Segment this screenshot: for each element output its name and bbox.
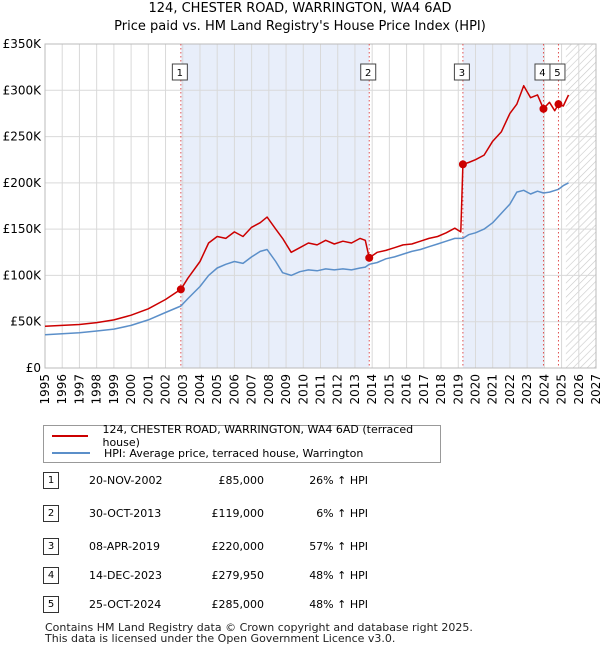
sale-point <box>176 285 185 294</box>
x-tick-label: 2012 <box>331 374 345 405</box>
x-tick-label: 2023 <box>520 374 534 405</box>
transaction-price: £285,000 <box>211 598 265 611</box>
y-tick-label: £50K <box>10 315 42 329</box>
sale-point <box>458 160 467 169</box>
x-tick-label: 1998 <box>90 374 104 405</box>
y-tick-label: £200K <box>3 176 43 190</box>
sale-label-text: 4 <box>539 68 545 79</box>
x-tick-label: 2014 <box>365 374 379 405</box>
sale-point <box>539 104 548 113</box>
transaction-hpi: 6% ↑ HPI <box>316 507 368 520</box>
transaction-number: 3 <box>43 538 59 555</box>
transaction-price: £279,950 <box>211 569 265 582</box>
x-tick-label: 2021 <box>486 374 500 405</box>
table-row: 1 20-NOV-2002 £85,000 26% ↑ HPI <box>43 470 563 490</box>
sale-point <box>554 100 563 109</box>
legend-swatch-hpi <box>52 452 90 454</box>
x-tick-label: 2013 <box>348 374 362 405</box>
y-tick-label: £300K <box>3 83 43 97</box>
legend-label-hpi: HPI: Average price, terraced house, Warr… <box>104 446 364 460</box>
transaction-date: 30-OCT-2013 <box>89 507 162 520</box>
x-tick-label: 1997 <box>72 374 86 405</box>
x-tick-label: 2025 <box>555 374 569 405</box>
y-tick-label: £0 <box>26 361 41 375</box>
transaction-number: 4 <box>43 567 59 584</box>
x-tick-label: 2026 <box>572 374 586 405</box>
x-tick-label: 2027 <box>589 374 600 405</box>
x-tick-label: 2003 <box>176 374 190 405</box>
table-row: 3 08-APR-2019 £220,000 57% ↑ HPI <box>43 536 563 556</box>
x-tick-label: 2018 <box>434 374 448 405</box>
chart-legend: 124, CHESTER ROAD, WARRINGTON, WA4 6AD (… <box>43 423 441 463</box>
transaction-hpi: 57% ↑ HPI <box>309 540 368 553</box>
transaction-date: 20-NOV-2002 <box>89 474 163 487</box>
transaction-date: 08-APR-2019 <box>89 540 161 553</box>
transaction-date: 25-OCT-2024 <box>89 598 162 611</box>
x-tick-label: 1996 <box>55 374 69 405</box>
x-tick-label: 2010 <box>296 374 310 405</box>
table-row: 2 30-OCT-2013 £119,000 6% ↑ HPI <box>43 503 563 523</box>
sale-point <box>365 253 374 262</box>
sale-label-text: 2 <box>365 68 371 79</box>
x-tick-label: 1995 <box>38 374 52 405</box>
sale-label-box <box>171 63 188 81</box>
transaction-price: £85,000 <box>218 474 265 487</box>
transaction-price: £119,000 <box>211 507 265 520</box>
plot-frame <box>44 43 597 369</box>
footer-licence: This data is licensed under the Open Gov… <box>45 632 396 645</box>
chart-title: 124, CHESTER ROAD, WARRINGTON, WA4 6AD <box>148 1 452 16</box>
x-tick-label: 2004 <box>193 374 207 405</box>
x-tick-label: 2015 <box>382 374 396 405</box>
x-tick-label: 2016 <box>400 374 414 405</box>
chart-subtitle: Price paid vs. HM Land Registry's House … <box>114 19 486 34</box>
sale-label-box <box>360 63 377 81</box>
x-tick-label: 2005 <box>210 374 224 405</box>
y-tick-label: £100K <box>3 268 43 282</box>
forecast-hatch <box>565 44 596 368</box>
x-tick-label: 2002 <box>159 374 173 405</box>
transaction-hpi: 26% ↑ HPI <box>309 474 368 487</box>
y-tick-label: £350K <box>3 37 43 51</box>
transaction-number: 2 <box>43 505 59 522</box>
footer-copyright: Contains HM Land Registry data © Crown c… <box>45 621 473 634</box>
x-tick-label: 2007 <box>245 374 259 405</box>
y-tick-label: £250K <box>3 130 43 144</box>
sale-label-box <box>549 63 566 81</box>
x-tick-label: 2008 <box>262 374 276 405</box>
hpi-line <box>44 182 569 336</box>
transaction-number: 5 <box>43 596 59 613</box>
sale-label-text: 5 <box>554 68 560 79</box>
transaction-price: £220,000 <box>211 540 265 553</box>
footer: Contains HM Land Registry data © Crown c… <box>45 622 473 644</box>
y-tick-label: £150K <box>3 222 43 236</box>
x-tick-label: 2017 <box>417 374 431 405</box>
x-tick-label: 2011 <box>314 374 328 405</box>
transaction-date: 14-DEC-2023 <box>89 569 163 582</box>
x-tick-label: 2019 <box>451 374 465 405</box>
sale-label-box <box>453 63 470 81</box>
x-tick-label: 2006 <box>227 374 241 405</box>
x-tick-label: 2001 <box>141 374 155 405</box>
transaction-hpi: 48% ↑ HPI <box>309 598 368 611</box>
transaction-hpi: 48% ↑ HPI <box>309 569 368 582</box>
legend-item-property: 124, CHESTER ROAD, WARRINGTON, WA4 6AD (… <box>52 423 440 449</box>
table-row: 5 25-OCT-2024 £285,000 48% ↑ HPI <box>43 594 563 614</box>
sale-label-text: 3 <box>459 68 465 79</box>
shaded-period <box>180 44 370 368</box>
legend-swatch-property <box>52 435 89 437</box>
x-tick-label: 1999 <box>107 374 121 405</box>
x-tick-label: 2024 <box>537 374 551 405</box>
x-tick-label: 2000 <box>124 374 138 405</box>
legend-item-hpi: HPI: Average price, terraced house, Warr… <box>52 445 363 461</box>
sale-label-text: 1 <box>177 68 183 79</box>
x-tick-label: 2009 <box>279 374 293 405</box>
transaction-number: 1 <box>43 472 59 489</box>
property-price-line <box>44 84 570 328</box>
legend-label-property: 124, CHESTER ROAD, WARRINGTON, WA4 6AD (… <box>102 423 414 449</box>
x-tick-label: 2022 <box>503 374 517 405</box>
x-tick-label: 2020 <box>468 374 482 405</box>
table-row: 4 14-DEC-2023 £279,950 48% ↑ HPI <box>43 565 563 585</box>
price-chart: £0 £50K £100K £150K £200K £250K £300K £350K 1995… <box>3 37 600 405</box>
